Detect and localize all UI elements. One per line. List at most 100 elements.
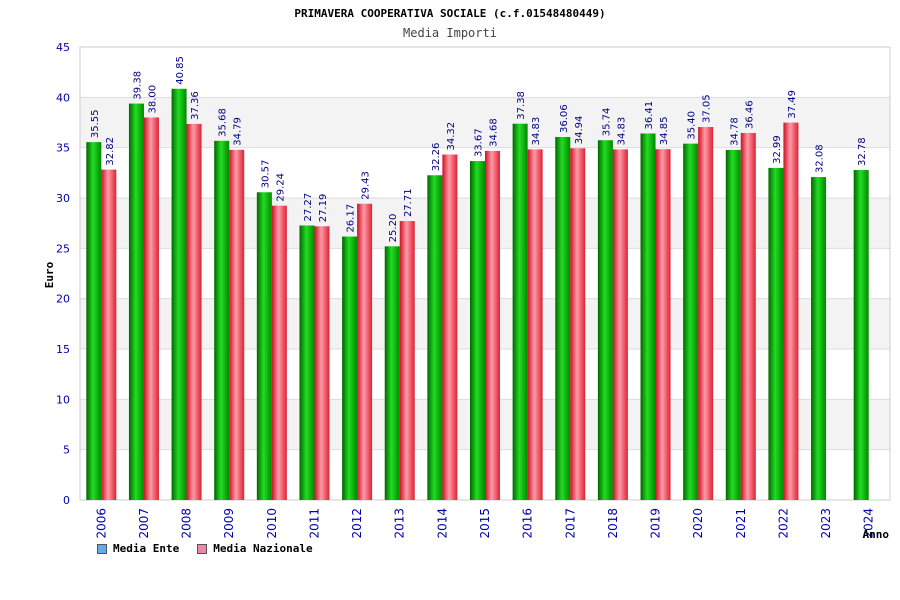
- bar-media-nazionale: [271, 205, 287, 500]
- y-axis-label: Euro: [43, 261, 56, 288]
- x-tick-label: 2010: [265, 508, 279, 539]
- y-tick-label: 0: [63, 494, 70, 507]
- data-label: 37.38: [516, 91, 527, 120]
- data-label: 34.83: [616, 117, 627, 146]
- x-tick-label: 2017: [563, 508, 577, 539]
- y-tick-label: 25: [56, 242, 70, 255]
- data-label: 34.83: [531, 117, 542, 146]
- x-tick-label: 2014: [435, 508, 449, 539]
- data-label: 37.05: [702, 94, 713, 123]
- data-label: 27.71: [403, 188, 414, 217]
- y-tick-label: 10: [56, 393, 70, 406]
- data-label: 32.78: [857, 137, 868, 166]
- data-label: 32.99: [772, 135, 783, 164]
- legend-item-media-nazionale: Media Nazionale: [197, 542, 313, 555]
- bar-media-nazionale: [399, 221, 415, 500]
- chart-subtitle: Media Importi: [403, 26, 497, 40]
- legend-swatch-media-nazionale: [197, 543, 208, 554]
- bar-media-ente: [597, 140, 613, 500]
- bar-media-ente: [853, 170, 869, 501]
- legend: Media Ente Media Nazionale: [97, 542, 313, 555]
- bar-media-nazionale: [229, 149, 245, 500]
- data-label: 29.24: [275, 173, 286, 202]
- bar-media-ente: [811, 177, 827, 500]
- bar-media-ente: [86, 142, 102, 500]
- bar-media-ente: [299, 225, 315, 500]
- x-tick-label: 2015: [478, 508, 492, 539]
- data-label: 34.68: [489, 118, 500, 147]
- bar-media-ente: [725, 149, 741, 500]
- data-label: 36.41: [644, 101, 655, 130]
- bar-media-ente: [555, 136, 571, 500]
- bar-media-nazionale: [655, 149, 671, 500]
- bar-media-nazionale: [186, 123, 202, 500]
- data-label: 32.26: [431, 143, 442, 172]
- y-tick-label: 5: [63, 444, 70, 457]
- bar-media-nazionale: [357, 203, 373, 500]
- data-label: 35.40: [687, 111, 698, 140]
- data-label: 40.85: [175, 56, 186, 85]
- bar-media-ente: [342, 236, 358, 500]
- data-label: 34.32: [446, 122, 457, 151]
- data-label: 27.19: [318, 194, 329, 223]
- chart-title: PRIMAVERA COOPERATIVA SOCIALE (c.f.01548…: [294, 7, 605, 20]
- x-tick-label: 2022: [776, 508, 790, 539]
- legend-label-media-ente: Media Ente: [113, 542, 180, 555]
- bar-media-ente: [384, 246, 400, 500]
- x-tick-label: 2009: [222, 508, 236, 539]
- x-tick-label: 2013: [393, 508, 407, 539]
- legend-swatch-media-ente: [97, 543, 107, 554]
- bar-media-nazionale: [612, 149, 628, 501]
- bar-media-nazionale: [570, 148, 586, 500]
- y-tick-label: 30: [56, 192, 70, 205]
- data-label: 34.78: [729, 117, 740, 146]
- x-tick-label: 2016: [521, 508, 535, 539]
- data-label: 36.06: [559, 104, 570, 133]
- y-tick-label: 15: [56, 343, 70, 356]
- bar-media-nazionale: [101, 169, 117, 500]
- bar-media-ente: [768, 167, 784, 500]
- data-label: 39.38: [132, 71, 143, 100]
- x-tick-label: 2011: [307, 508, 321, 539]
- y-tick-label: 45: [56, 41, 70, 54]
- x-tick-label: 2020: [691, 508, 705, 539]
- bar-media-ente: [427, 175, 443, 500]
- data-label: 27.27: [303, 193, 314, 222]
- data-label: 35.68: [218, 108, 229, 137]
- bar-media-ente: [128, 103, 144, 500]
- data-label: 35.74: [601, 108, 612, 137]
- x-axis-label: Anno: [863, 528, 890, 541]
- bar-media-nazionale: [527, 149, 543, 501]
- data-label: 34.94: [574, 116, 585, 145]
- bar-media-nazionale: [314, 226, 330, 500]
- data-label: 26.17: [346, 204, 357, 233]
- bar-media-nazionale: [442, 154, 458, 500]
- bar-media-nazionale: [783, 122, 799, 500]
- y-tick-label: 35: [56, 142, 70, 155]
- data-label: 30.57: [260, 160, 271, 189]
- x-tick-label: 2012: [350, 508, 364, 539]
- x-tick-label: 2007: [137, 508, 151, 539]
- x-tick-label: 2018: [606, 508, 620, 539]
- data-label: 33.67: [474, 128, 485, 157]
- bar-media-ente: [512, 123, 528, 500]
- data-label: 38.00: [147, 85, 158, 114]
- grid-band: [80, 47, 890, 98]
- legend-label-media-nazionale: Media Nazionale: [213, 542, 313, 555]
- data-label: 37.49: [787, 90, 798, 119]
- bar-media-nazionale: [143, 117, 159, 500]
- bar-media-ente: [683, 143, 699, 500]
- legend-item-media-ente: Media Ente: [97, 542, 179, 555]
- data-label: 35.55: [90, 109, 101, 138]
- data-label: 37.36: [190, 91, 201, 120]
- bar-media-ente: [640, 133, 656, 501]
- bar-media-nazionale: [740, 132, 756, 500]
- x-tick-label: 2024: [862, 508, 876, 539]
- x-tick-label: 2019: [649, 508, 663, 539]
- x-tick-label: 2021: [734, 508, 748, 539]
- bar-media-ente: [171, 88, 187, 500]
- data-label: 32.82: [105, 137, 116, 166]
- bar-media-ente: [256, 192, 272, 500]
- data-label: 36.46: [744, 100, 755, 129]
